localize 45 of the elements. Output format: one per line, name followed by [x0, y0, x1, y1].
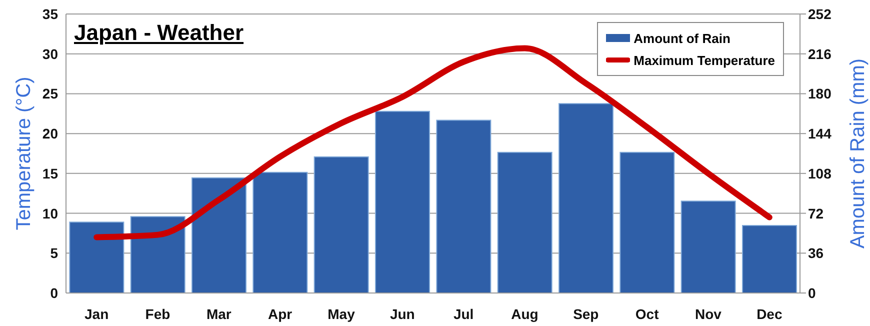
y-tick-label: 35	[42, 6, 58, 22]
y-tick-label: 5	[50, 245, 58, 262]
bar	[252, 172, 308, 293]
y2-tick-label: 108	[808, 165, 832, 182]
legend-label: Maximum Temperature	[634, 52, 775, 68]
y2-tick-label: 180	[808, 86, 832, 102]
x-tick-label: Sep	[573, 306, 599, 322]
x-tick-label: Jul	[453, 306, 474, 322]
x-tick-label: Feb	[145, 306, 170, 322]
bar	[69, 222, 124, 293]
x-tick-label: Jan	[84, 306, 109, 322]
chart-title: Japan - Weather	[74, 20, 244, 46]
bar	[314, 156, 369, 293]
bar	[558, 103, 614, 293]
y2-tick-label: 72	[808, 205, 824, 222]
y2-tick-label: 36	[808, 245, 824, 262]
legend-label: Amount of Rain	[634, 30, 730, 46]
y-tick-label: 25	[42, 86, 58, 102]
y-tick-label: 10	[42, 205, 58, 222]
x-tick-label: May	[328, 306, 356, 322]
x-tick-label: Jun	[390, 306, 415, 322]
y2-tick-label: 144	[808, 126, 832, 142]
bar	[742, 224, 798, 293]
bar	[436, 120, 492, 293]
x-tick-label: Oct	[635, 306, 660, 322]
bar	[130, 216, 186, 293]
x-tick-label: Nov	[695, 306, 722, 322]
y-tick-label: 30	[42, 46, 58, 62]
y2-tick-label: 0	[808, 284, 816, 301]
y-tick-label: 0	[50, 284, 58, 301]
bar	[192, 177, 247, 293]
y2-tick-label: 252	[808, 6, 832, 22]
y-tick-label: 15	[42, 165, 58, 182]
y2-axis-title: Amount of Rain (mm)	[847, 58, 870, 249]
y-tick-label: 20	[42, 126, 58, 142]
y-axis-title: Temperature (°C)	[13, 76, 36, 230]
bar	[375, 110, 430, 293]
bar	[680, 200, 736, 293]
x-tick-label: Mar	[206, 306, 232, 322]
x-tick-label: Aug	[511, 306, 538, 322]
y2-tick-label: 216	[808, 46, 832, 62]
bar	[497, 152, 552, 293]
x-tick-label: Dec	[756, 306, 782, 322]
bar	[620, 152, 675, 293]
x-tick-label: Apr	[268, 306, 293, 322]
